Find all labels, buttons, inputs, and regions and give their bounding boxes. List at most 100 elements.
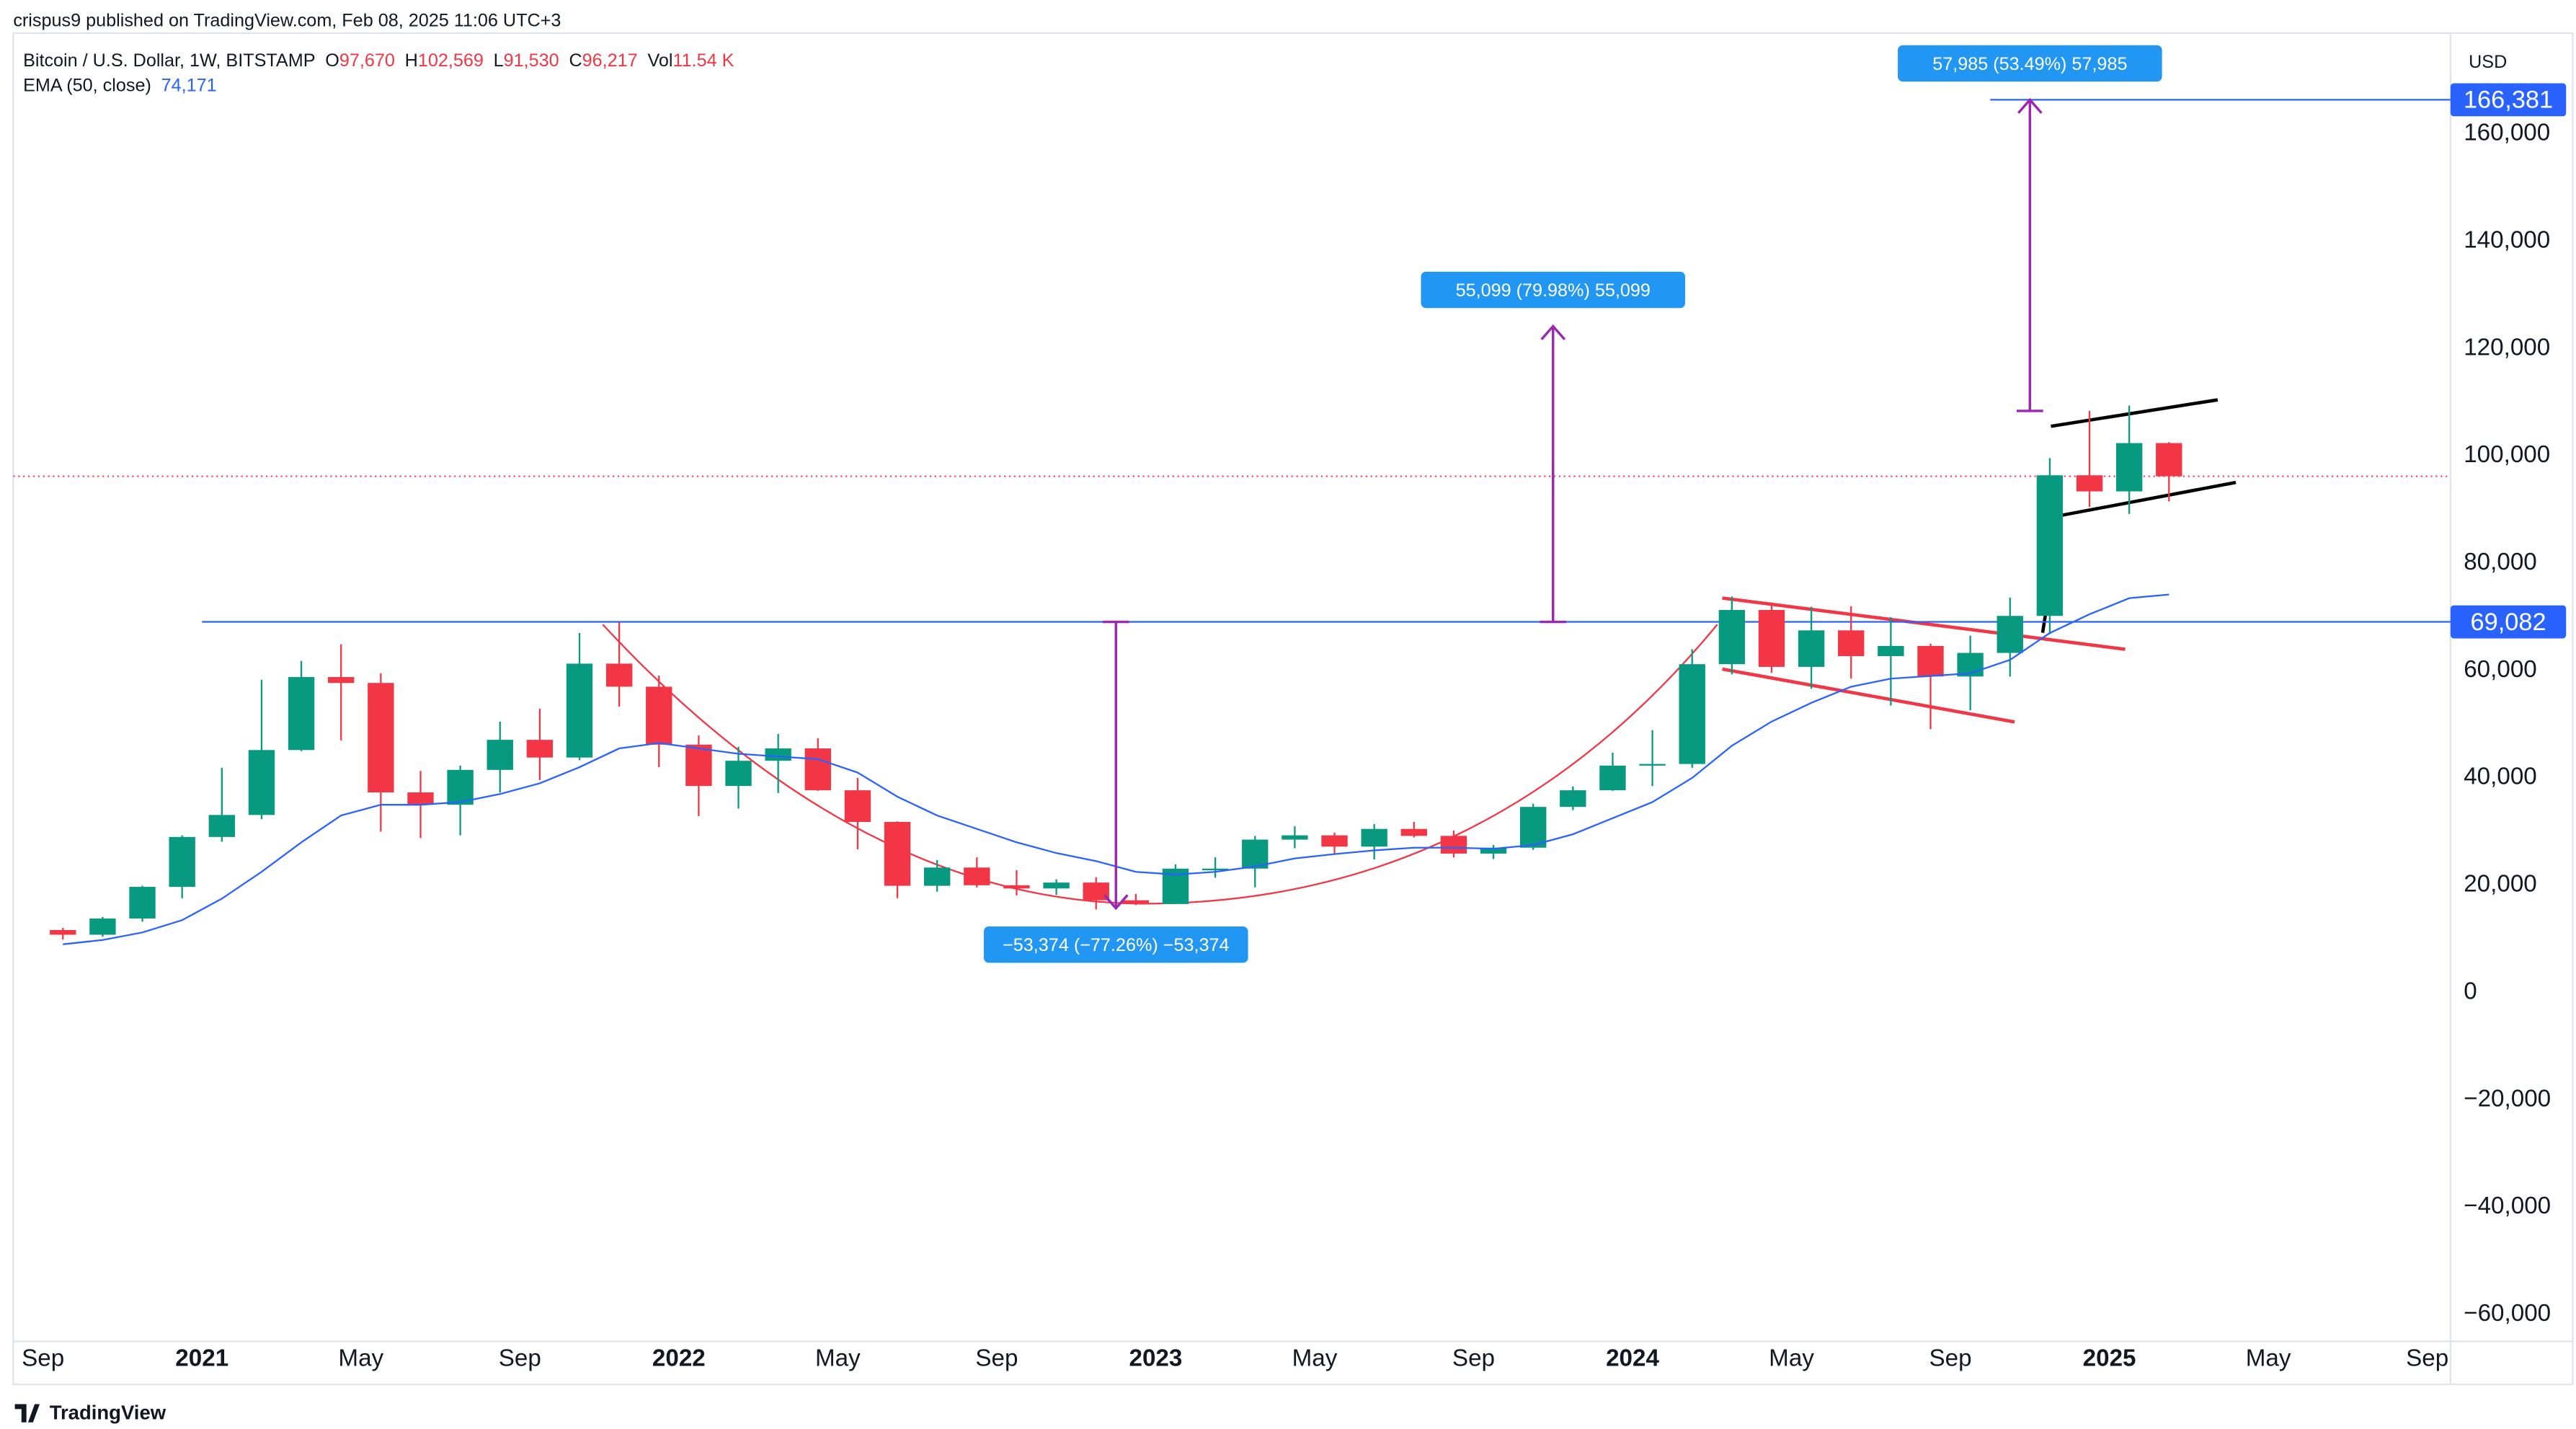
chart-frame <box>12 32 2574 1386</box>
x-tick-label: May <box>815 1345 861 1371</box>
candle-body <box>1560 790 1586 808</box>
y-tick-label: 0 <box>2464 978 2477 1004</box>
ohlc-label: L <box>494 50 504 71</box>
x-tick-label: 2023 <box>1129 1345 1182 1371</box>
candle-body <box>50 929 76 935</box>
measure-label: 55,099 (79.98%) 55,099 <box>1456 280 1651 301</box>
x-tick-label: May <box>2246 1345 2291 1371</box>
x-tick-label: May <box>1292 1345 1338 1371</box>
x-tick-label: May <box>338 1345 383 1371</box>
candle-body <box>1282 835 1308 840</box>
x-tick-label: Sep <box>499 1345 541 1371</box>
flag-line <box>2051 398 2219 428</box>
price-tag-label: 166,381 <box>2464 87 2553 114</box>
ohlc-value: 96,217 <box>582 50 638 71</box>
ohlc-value: 102,569 <box>418 50 484 71</box>
x-tick-label: May <box>1769 1345 1814 1371</box>
y-tick-label: −40,000 <box>2464 1193 2551 1219</box>
ohlc-label: C <box>569 50 582 71</box>
candle-body <box>605 663 633 687</box>
candle-body <box>2076 475 2103 492</box>
candle-body <box>2036 475 2064 616</box>
candle-body <box>1242 839 1269 869</box>
ema-name: EMA (50, close) <box>23 75 151 95</box>
x-tick-label: Sep <box>22 1345 64 1371</box>
candle-body <box>1917 645 1944 677</box>
ohlc-value: 11.54 K <box>672 50 734 71</box>
candle-body <box>1599 765 1626 791</box>
price-tag <box>2450 605 2567 639</box>
price-tag <box>2450 83 2567 117</box>
candle-body <box>1321 835 1348 847</box>
candle-body <box>1519 807 1547 848</box>
y-tick-label: 80,000 <box>2464 549 2537 575</box>
y-tick-label: 60,000 <box>2464 656 2537 683</box>
candle-body <box>447 769 474 805</box>
ohlc-label: Vol <box>647 50 672 71</box>
x-tick-label: 2024 <box>1606 1345 1659 1371</box>
candle-body <box>1838 630 1865 657</box>
candle-body <box>844 790 871 823</box>
candle-body <box>725 761 752 787</box>
x-tick-label: 2022 <box>652 1345 706 1371</box>
measure-label: 57,985 (53.49%) 57,985 <box>1932 54 2127 74</box>
overlay: 69,082 166,381 −53,374 (−77.26%) −53,374 55… <box>984 45 2567 963</box>
candle-body <box>487 740 513 770</box>
price-tag-label: 69,082 <box>2471 609 2546 636</box>
candle-body <box>407 792 434 805</box>
brand-logo: TradingView <box>14 1402 166 1424</box>
measure-box <box>1898 45 2162 82</box>
measure-arrowhead <box>1103 894 1129 911</box>
candle-body <box>2156 443 2182 477</box>
candle-body <box>1718 610 1746 665</box>
x-tick-label: Sep <box>975 1345 1018 1371</box>
candle-body <box>1997 616 2023 653</box>
publisher: crispus9 published on TradingView.com, F… <box>13 11 561 31</box>
candle-body <box>208 815 236 837</box>
candle-body <box>1003 885 1030 889</box>
y-tick-label: 160,000 <box>2464 120 2550 146</box>
candle-body <box>924 867 951 886</box>
x-tick-label: Sep <box>1452 1345 1495 1371</box>
candle-body <box>1798 630 1825 667</box>
x-tick-label: 2025 <box>2083 1345 2136 1371</box>
candle-body <box>288 677 315 751</box>
candle-body <box>1043 882 1070 889</box>
channel-line <box>1722 667 2015 724</box>
measure-arrowhead <box>2017 97 2043 114</box>
y-tick-label: 120,000 <box>2464 334 2550 360</box>
candle-body <box>89 918 116 935</box>
candle-body <box>1679 664 1705 764</box>
candle-body <box>2115 443 2143 492</box>
logo-mark <box>14 1404 40 1423</box>
candle-body <box>526 740 554 758</box>
y-tick-label: 40,000 <box>2464 764 2537 790</box>
channel-line <box>1722 596 2126 651</box>
candle-body <box>248 750 275 815</box>
measure-arrowhead <box>1540 324 1566 340</box>
measure-box <box>984 926 1248 963</box>
candle-body <box>1202 868 1229 871</box>
brand: TradingView <box>50 1402 166 1424</box>
candle-body <box>1639 764 1666 766</box>
ohlc-value: 97,670 <box>339 50 395 71</box>
candle-body <box>368 683 394 793</box>
candle-body <box>328 677 355 683</box>
candle-body <box>1400 828 1427 836</box>
candle-body <box>1758 610 1785 667</box>
candle-body <box>765 748 791 761</box>
candle-body <box>685 744 712 787</box>
candle-body <box>129 887 156 919</box>
flag-line <box>2040 480 2237 633</box>
candle-body <box>1440 836 1467 854</box>
drawings <box>602 398 2237 905</box>
y-tick-label: 140,000 <box>2464 226 2550 253</box>
currency: USD <box>2469 52 2507 72</box>
candle-body <box>1878 645 1904 657</box>
x-tick-label: Sep <box>1929 1345 1972 1371</box>
x-tick-label: 2021 <box>175 1345 228 1371</box>
measure-label: −53,374 (−77.26%) −53,374 <box>1003 935 1229 955</box>
y-tick-label: −60,000 <box>2464 1300 2551 1327</box>
